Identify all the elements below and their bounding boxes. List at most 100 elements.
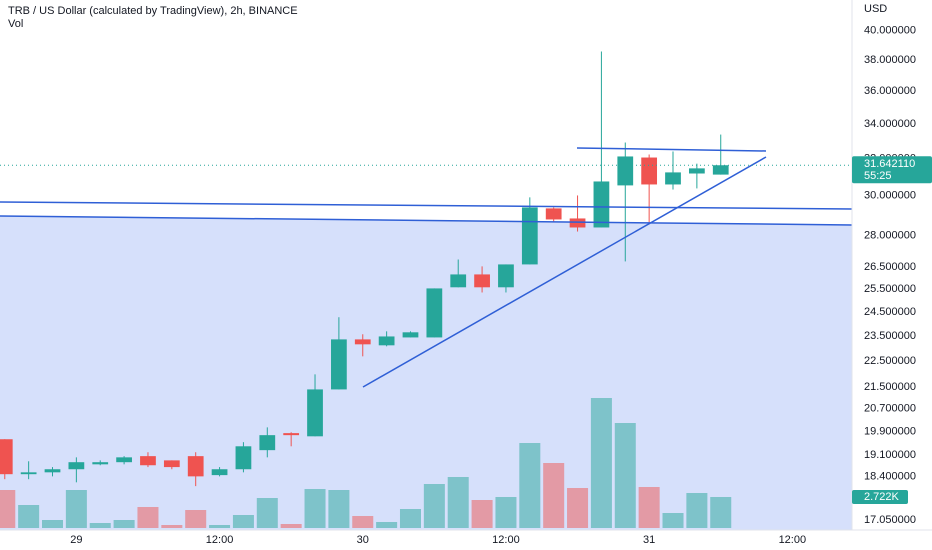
candle-body [211,469,228,476]
candle-body [474,274,490,288]
y-tick-label: 20.700000 [864,403,916,415]
volume-bar [232,515,254,528]
volume-bar [18,505,40,528]
x-tick-label: 12:00 [206,534,234,546]
volume-bar [256,498,278,528]
x-tick-label: 12:00 [492,534,520,546]
candle-body [665,172,681,185]
drawings [0,147,853,388]
volume-bar [304,489,326,528]
candle-body [283,433,300,436]
candle-body [402,332,419,338]
candle-body [44,469,61,473]
candle-body [331,339,347,390]
x-tick-label: 12:00 [779,534,807,546]
candle-body [688,168,705,174]
volume-bar [495,496,517,528]
candle-body [92,462,109,465]
x-tick-label: 31 [643,534,655,546]
volume-bar [65,490,87,528]
volume-bar [543,463,565,528]
trend-line [0,215,853,226]
volume-bar [185,510,207,528]
candle-body [450,274,467,288]
trend-line [576,147,767,152]
candle-body [259,435,276,451]
y-tick-label: 38.000000 [864,54,916,66]
volume-bar [686,493,708,528]
candle-body [712,165,729,175]
last-price-label: 31.642110 [864,158,915,170]
candle-body [569,218,586,228]
volume-bar [89,523,111,528]
y-axis-label: USD [864,3,887,15]
candle-body [378,336,395,346]
y-tick-label: 18.400000 [864,470,916,482]
candle-body [593,181,610,228]
volume-bar [0,490,16,528]
volume-bar [662,513,684,528]
shaded-zone [0,216,852,530]
volume-label: 2.722K [864,491,900,503]
volume-bar [567,488,589,528]
candle-body [521,207,538,265]
volume-bar [423,484,445,528]
volume-bar [280,524,302,528]
candle-body [641,157,658,185]
candle-body [187,456,204,477]
trend-line [0,201,853,210]
countdown-label: 55:25 [864,170,892,182]
last-price-tag [852,156,932,184]
x-tick-label: 30 [357,534,369,546]
y-tick-label: 19.900000 [864,425,916,437]
y-tick-label: 19.100000 [864,449,916,461]
candle-body [116,457,132,463]
volume-bar [42,520,64,528]
y-tick-label: 24.500000 [864,306,916,318]
y-tick-label: 23.500000 [864,330,916,342]
candle-body [0,439,13,475]
y-tick-label: 34.000000 [864,118,916,130]
y-tick-label: 36.000000 [864,85,916,97]
candle-body [20,472,37,475]
volume-bar [638,486,660,528]
candle-body [545,208,562,220]
candle-body [140,456,156,466]
volume-bar [399,509,421,528]
volume-bar [113,520,135,528]
volume-bar [710,496,732,528]
candle-body [68,462,85,470]
y-tick-label: 25.500000 [864,283,916,295]
y-tick-label: 22.500000 [864,355,916,367]
volume-bar [590,398,612,528]
volume-bar [161,525,183,528]
y-tick-label: 17.050000 [864,514,916,526]
volume-bar [352,515,374,528]
volume-bar [447,476,469,528]
volume-bar [328,490,350,528]
candle-body [163,460,180,468]
plot-area [0,216,852,530]
candle-body [354,339,371,345]
volume-title: Vol [8,18,23,30]
candle-body [498,264,514,288]
volume-bar [376,521,398,528]
volume-bar [137,506,159,528]
volume-bar [614,423,636,528]
volume-bar [519,443,541,528]
y-tick-label: 28.000000 [864,229,916,241]
y-tick-label: 30.000000 [864,190,916,202]
x-tick-label: 29 [70,534,82,546]
chart-title: TRB / US Dollar (calculated by TradingVi… [8,5,298,17]
volume-bar [471,500,493,528]
candle-body [426,288,443,338]
candle-body [235,446,252,470]
y-tick-label: 21.500000 [864,381,916,393]
volume-bar [209,525,231,528]
volume-tag [852,489,908,504]
trend-line [362,156,767,388]
candle-body [617,156,634,186]
candle-body [307,389,323,437]
y-tick-label: 26.500000 [864,261,916,273]
